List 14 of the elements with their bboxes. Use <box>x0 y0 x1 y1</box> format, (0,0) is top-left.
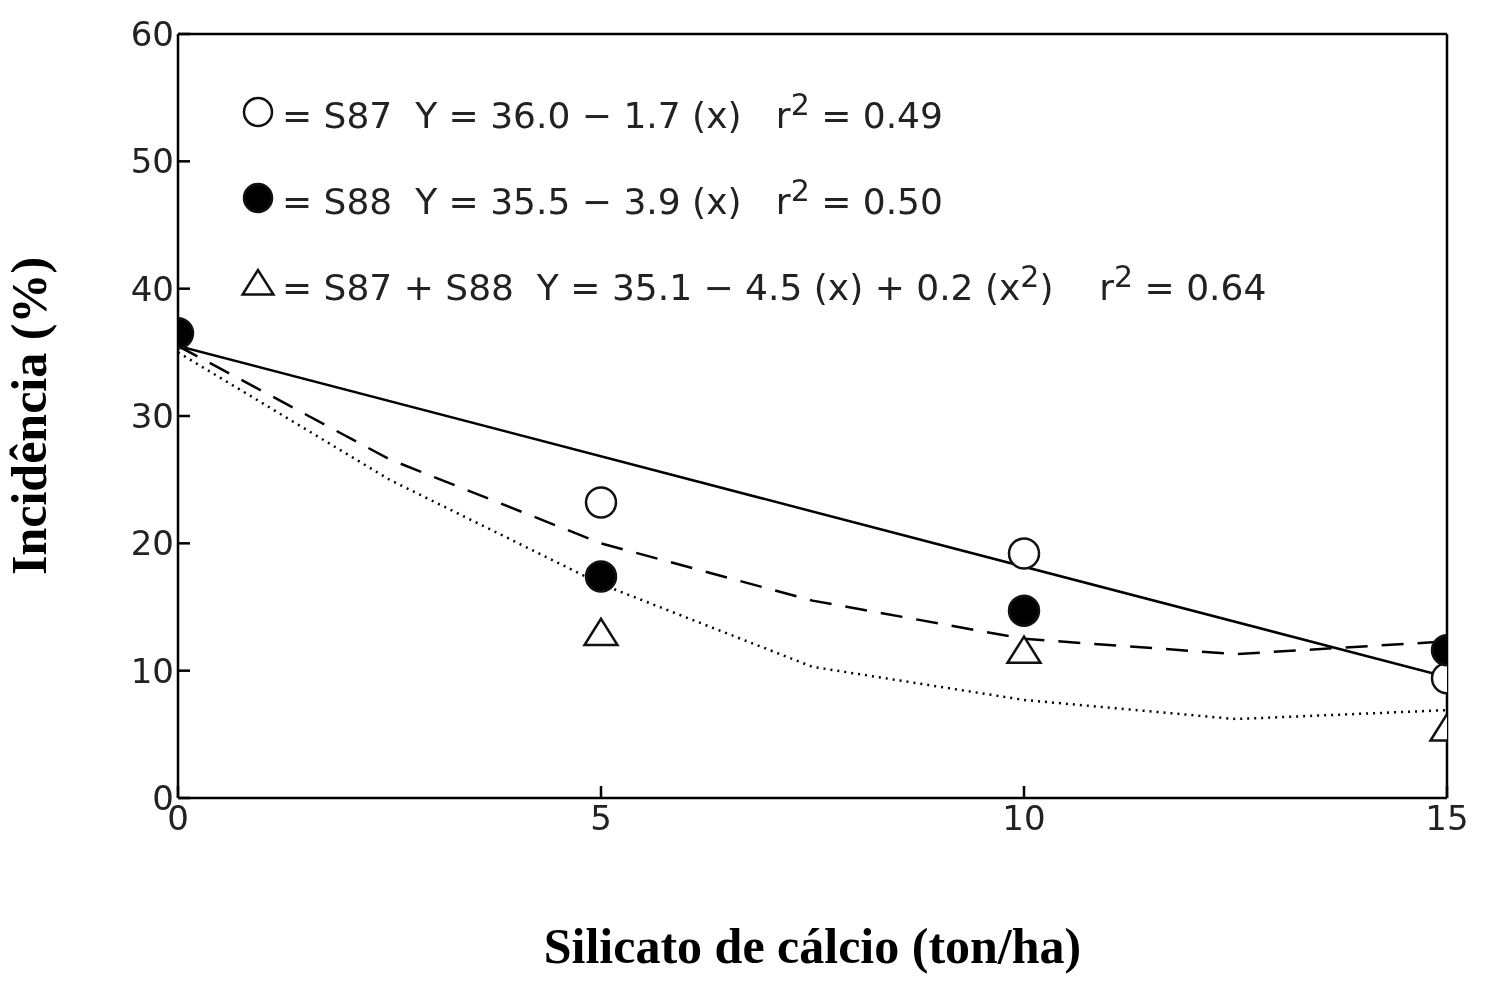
x-tick-label: 15 <box>1425 798 1469 839</box>
legend-label: = S87 Y = 36.0 − 1.7 (x) r$^{2}$ = 0.49 <box>282 86 943 136</box>
y-tick-label: 30 <box>130 396 174 437</box>
x-axis-title: Silicato de cálcio (ton/ha) <box>543 918 1082 974</box>
x-tick-label: 10 <box>1002 798 1046 839</box>
y-tick-label: 20 <box>130 523 174 564</box>
y-tick-label: 10 <box>130 650 174 691</box>
y-tick-label: 40 <box>130 268 174 309</box>
y-tick-label: 50 <box>130 141 174 182</box>
x-tick-label: 5 <box>590 798 612 839</box>
y-tick-label: 60 <box>130 14 174 55</box>
legend-label: = S87 + S88 Y = 35.1 − 4.5 (x) + 0.2 (x$^{2}$) r$^{2}$ = 0.64 <box>282 258 1267 308</box>
y-axis-title: Incidência (%) <box>0 256 57 576</box>
legend-label: = S88 Y = 35.5 − 3.9 (x) r$^{2}$ = 0.50 <box>282 172 943 222</box>
